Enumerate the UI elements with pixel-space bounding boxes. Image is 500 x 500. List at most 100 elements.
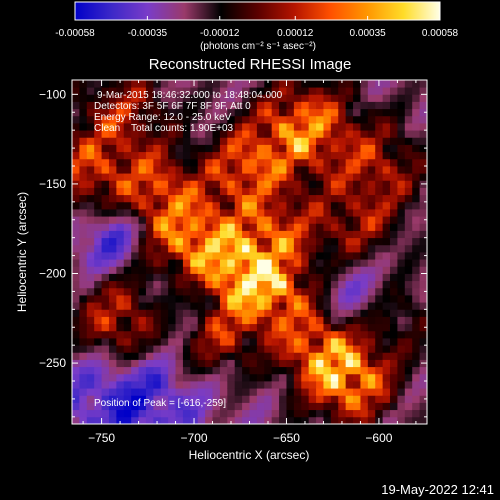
heatmap-cell — [419, 402, 427, 411]
heatmap-cell — [404, 280, 413, 289]
heatmap-cell — [205, 352, 213, 360]
x-tick-label: −600 — [365, 431, 392, 445]
heatmap-cell — [219, 230, 228, 239]
heatmap-cell — [353, 194, 361, 203]
heatmap-cell — [168, 352, 176, 360]
heatmap-cell — [131, 166, 139, 174]
heatmap-cell — [382, 173, 391, 181]
heatmap-cell — [316, 201, 324, 210]
heatmap-cell — [219, 359, 228, 368]
heatmap-cell — [338, 323, 347, 332]
heatmap-cell — [330, 309, 339, 317]
heatmap-cell — [412, 409, 421, 418]
heatmap-cell — [286, 381, 295, 389]
heatmap-cell — [279, 373, 287, 382]
heatmap-cell — [212, 287, 221, 296]
heatmap-cell — [375, 345, 384, 353]
heatmap-cell — [264, 173, 273, 181]
heatmap-cell — [330, 395, 339, 403]
heatmap-cell — [168, 395, 176, 403]
heatmap-cell — [316, 381, 324, 389]
heatmap-cell — [212, 366, 221, 375]
heatmap-cell — [101, 402, 110, 411]
heatmap-cell — [123, 381, 132, 389]
heatmap-cell — [338, 302, 347, 310]
heatmap-cell — [330, 166, 339, 174]
heatmap-cell — [286, 409, 295, 418]
heatmap-cell — [190, 123, 199, 131]
heatmap-cell — [123, 316, 132, 325]
heatmap-cell — [286, 144, 295, 153]
colorbar-tick-label: 0.00035 — [350, 28, 387, 39]
heatmap-cell — [323, 137, 332, 145]
heatmap-cell — [345, 216, 354, 224]
heatmap-cell — [279, 216, 287, 224]
heatmap-cell — [316, 302, 324, 310]
heatmap-cell — [308, 137, 317, 145]
heatmap-cell — [360, 273, 369, 282]
heatmap-cell — [160, 223, 169, 231]
heatmap-cell — [419, 388, 427, 396]
heatmap-cell — [419, 266, 427, 274]
heatmap-cell — [234, 295, 243, 303]
heatmap-cell — [175, 273, 184, 282]
heatmap-cell — [108, 352, 117, 360]
heatmap-cell — [160, 87, 169, 95]
heatmap-cell — [367, 187, 376, 196]
heatmap-cell — [271, 115, 280, 124]
heatmap-cell — [86, 280, 95, 289]
heatmap-cell — [353, 187, 361, 196]
heatmap-cell — [360, 330, 369, 339]
heatmap-cell — [301, 137, 310, 145]
heatmap-cell — [375, 137, 384, 145]
heatmap-cell — [301, 352, 310, 360]
heatmap-cell — [94, 280, 102, 289]
heatmap-cell — [219, 416, 228, 424]
heatmap-cell — [249, 80, 258, 88]
heatmap-cell — [197, 130, 206, 138]
heatmap-cell — [108, 330, 117, 339]
heatmap-cell — [101, 137, 110, 145]
heatmap-cell — [353, 295, 361, 303]
heatmap-cell — [94, 223, 102, 231]
heatmap-cell — [145, 137, 154, 145]
heatmap-cell — [138, 201, 147, 210]
heatmap-cell — [168, 80, 176, 88]
heatmap-cell — [197, 345, 206, 353]
heatmap-cell — [72, 123, 80, 131]
heatmap-cell — [353, 201, 361, 210]
heatmap-cell — [382, 273, 391, 282]
heatmap-cell — [256, 151, 265, 160]
heatmap-cell — [138, 259, 147, 267]
heatmap-cell — [123, 388, 132, 396]
heatmap-cell — [330, 366, 339, 375]
heatmap-cell — [308, 130, 317, 138]
colorbar-ticks: -0.00058 -0.00035 -0.00012 0.00012 0.00035 0.… — [55, 16, 459, 39]
heatmap-cell — [353, 115, 361, 124]
heatmap-cell — [360, 295, 369, 303]
heatmap-cell — [397, 101, 406, 110]
heatmap-cell — [190, 373, 199, 382]
heatmap-cell — [419, 158, 427, 167]
heatmap-cell — [308, 373, 317, 382]
heatmap-cell — [131, 266, 139, 274]
heatmap-cell — [367, 237, 376, 246]
heatmap-cell — [404, 144, 413, 153]
heatmap-cell — [108, 338, 117, 346]
heatmap-cell — [123, 259, 132, 267]
heatmap-cell — [256, 115, 265, 124]
heatmap-cell — [205, 266, 213, 274]
heatmap-cell — [153, 144, 162, 153]
heatmap-cell — [116, 359, 125, 368]
heatmap-cell — [227, 158, 236, 167]
heatmap-cell — [375, 259, 384, 267]
heatmap-cell — [242, 388, 250, 396]
heatmap-cell — [205, 302, 213, 310]
heatmap-cell — [138, 209, 147, 217]
heatmap-cell — [72, 201, 80, 210]
heatmap-cell — [412, 187, 421, 196]
heatmap-cell — [330, 230, 339, 239]
heatmap-cell — [271, 373, 280, 382]
heatmap-cell — [72, 266, 80, 274]
heatmap-cell — [308, 381, 317, 389]
